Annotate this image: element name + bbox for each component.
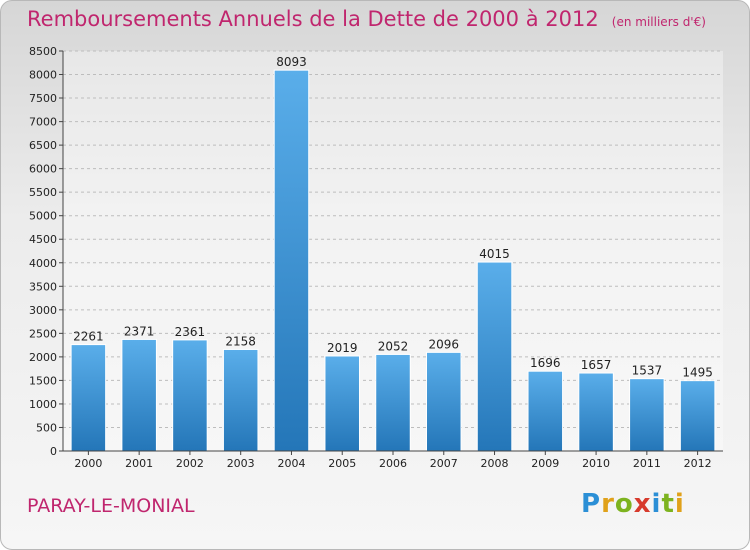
bar [172, 339, 208, 452]
bar-value-label: 1696 [530, 356, 561, 370]
title-main: Remboursements Annuels de la Dette de 20… [27, 7, 599, 31]
logo-letter: i [674, 489, 685, 519]
bar [578, 372, 614, 452]
logo-letter: o [614, 489, 634, 519]
y-tick-label: 4000 [29, 257, 57, 270]
bar-value-label: 8093 [276, 55, 307, 69]
bar [222, 348, 259, 452]
x-tick-label: 2009 [531, 457, 559, 470]
y-tick-label: 2000 [29, 351, 57, 364]
x-tick-label: 2002 [176, 457, 204, 470]
x-tick-label: 2005 [328, 457, 356, 470]
axes: 0 500 1000 1500 2000 2500 3000 3500 4000 4500 5000… [29, 45, 723, 470]
proxiti-logo: Proxiti [581, 489, 685, 519]
bar-value-label: 1657 [581, 358, 612, 372]
logo-letter: x [633, 489, 652, 519]
bar-value-label: 2096 [428, 337, 459, 351]
x-tick-label: 2000 [74, 457, 102, 470]
bar-value-label: 1495 [682, 366, 713, 380]
y-tick-label: 8500 [29, 45, 57, 58]
x-tick-label: 2010 [582, 457, 610, 470]
bars: 2261 2371 2361 2158 8093 2019 2052 2096 4015 1696… [70, 55, 716, 452]
y-tick-label: 7500 [29, 92, 57, 105]
bar [527, 370, 564, 452]
bar [679, 380, 716, 452]
y-tick-label: 6000 [29, 163, 57, 176]
x-tick-label: 2008 [481, 457, 509, 470]
bar [121, 338, 157, 452]
y-tick-label: 5000 [29, 210, 57, 223]
y-tick-label: 8000 [29, 69, 57, 82]
y-tick-label: 4500 [29, 233, 57, 246]
bar-value-label: 2052 [378, 339, 409, 353]
commune-name: PARAY-LE-MONIAL [27, 495, 195, 517]
y-tick-label: 1000 [29, 398, 57, 411]
bar [375, 353, 411, 452]
chart-title: Remboursements Annuels de la Dette de 20… [27, 7, 706, 31]
x-tick-label: 2006 [379, 457, 407, 470]
bar-value-label: 2261 [73, 330, 104, 344]
y-tick-label: 7000 [29, 116, 57, 129]
x-tick-label: 2004 [277, 457, 305, 470]
bar-value-label: 1537 [632, 364, 663, 378]
y-tick-label: 3000 [29, 304, 57, 317]
x-tick-label: 2011 [633, 457, 661, 470]
bar-value-label: 2371 [124, 324, 155, 338]
y-tick-label: 500 [36, 421, 57, 434]
y-tick-label: 3500 [29, 280, 57, 293]
logo-letter: t [661, 489, 675, 519]
y-tick-label: 5500 [29, 186, 57, 199]
logo-letter: r [601, 489, 615, 519]
y-tick-label: 2500 [29, 327, 57, 340]
x-tick-label: 2007 [430, 457, 458, 470]
x-tick-label: 2001 [125, 457, 153, 470]
bar [70, 344, 107, 452]
bar-value-label: 4015 [479, 247, 510, 261]
y-tick-label: 6500 [29, 139, 57, 152]
y-tick-label: 1500 [29, 374, 57, 387]
x-tick-label: 2012 [684, 457, 712, 470]
x-tick-label: 2003 [227, 457, 255, 470]
bar [324, 355, 360, 452]
bar [476, 261, 513, 452]
logo-letter: P [581, 489, 602, 519]
bar [426, 351, 462, 452]
bar-value-label: 2019 [327, 341, 358, 355]
bar [629, 378, 665, 452]
bar-value-label: 2361 [175, 325, 206, 339]
y-tick-label: 0 [50, 445, 57, 458]
logo-letter: i [651, 489, 662, 519]
bar-value-label: 2158 [225, 334, 256, 348]
bar [273, 69, 310, 452]
title-unit: (en milliers d'€) [611, 15, 706, 29]
